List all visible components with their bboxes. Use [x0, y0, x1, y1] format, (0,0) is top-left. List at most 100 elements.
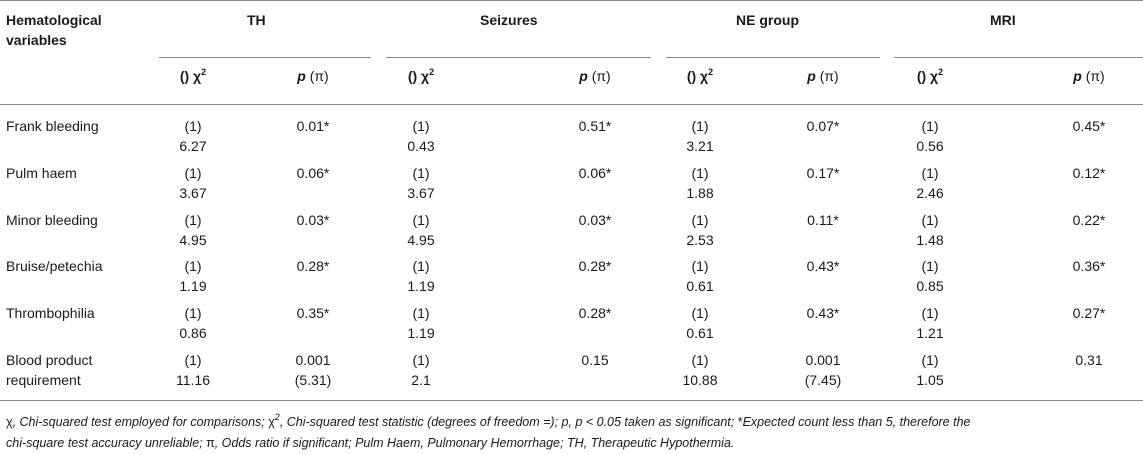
p-value-cell: 0.36*	[1072, 258, 1106, 274]
chi-square-cell: 3.67	[179, 185, 207, 201]
group-rule-seizures	[386, 57, 651, 58]
sub-header-p-value: p (π)	[807, 68, 839, 84]
sub-header-chi-square: () χ2	[179, 67, 207, 85]
chi-square-cell: (1)	[184, 165, 202, 181]
chi-square-cell: 1.05	[916, 372, 944, 388]
chi-square-cell: (1)	[184, 352, 202, 368]
chi-square-cell: (1)	[184, 118, 202, 134]
pi-symbol: π	[206, 436, 215, 450]
table-footnote: χ, Chi-squared test employed for compari…	[6, 412, 971, 451]
group-header-seizures: Seizures	[480, 12, 538, 28]
row-label: requirement	[6, 372, 81, 388]
chi-square-cell: 4.95	[179, 232, 207, 248]
chi-square-cell: 2.53	[686, 232, 714, 248]
chi-square-cell: 3.67	[407, 185, 435, 201]
chi-square-cell: 1.19	[179, 278, 207, 294]
table-top-rule	[0, 0, 1143, 1]
chi-square-cell: (1)	[184, 305, 202, 321]
sub-header-chi-square: () χ2	[916, 67, 944, 85]
chi-square-cell: 4.95	[407, 232, 435, 248]
chi-square-cell: (1)	[921, 212, 939, 228]
row-label: Pulm haem	[6, 165, 77, 181]
chi-square-cell: 1.48	[916, 232, 944, 248]
chi-square-cell: 0.56	[916, 138, 944, 154]
p-value-cell: 0.03*	[578, 212, 612, 228]
row-label: Thrombophilia	[6, 305, 95, 321]
sub-header-chi-square: () χ2	[407, 67, 435, 85]
p-value-cell: (7.45)	[804, 372, 842, 388]
chi-square-cell: (1)	[691, 118, 709, 134]
chi-square-cell: (1)	[412, 118, 430, 134]
p-value-cell: 0.12*	[1072, 165, 1106, 181]
chi-square-cell: (1)	[412, 212, 430, 228]
chi-square-cell: 1.19	[407, 325, 435, 341]
chi-square-cell: 2.1	[411, 372, 431, 388]
sub-header-p-value: p (π)	[297, 68, 329, 84]
p-value-cell: (5.31)	[294, 372, 332, 388]
p-value-cell: 0.31	[1075, 352, 1103, 368]
p-value-cell: 0.11*	[807, 212, 839, 228]
chi-symbol: χ	[6, 415, 13, 429]
chi-square-cell: 10.88	[682, 372, 718, 388]
table-bottom-rule	[0, 400, 1143, 401]
chi-square-cell: (1)	[921, 305, 939, 321]
chi-square-cell: 11.16	[176, 372, 210, 388]
chi-square-cell: (1)	[921, 258, 939, 274]
p-value-cell: 0.43*	[806, 305, 840, 321]
header-bottom-rule	[0, 104, 1143, 105]
group-rule-mri	[894, 57, 1143, 58]
group-header-ne-group: NE group	[736, 12, 799, 28]
group-header-mri: MRI	[990, 12, 1016, 28]
chi-square-cell: (1)	[412, 258, 430, 274]
p-value-cell: 0.43*	[806, 258, 840, 274]
p-value-cell: 0.51*	[578, 118, 612, 134]
chi-square-cell: 0.61	[686, 278, 714, 294]
chi-square-cell: 6.27	[179, 138, 207, 154]
p-value-cell: 0.001	[295, 352, 331, 368]
p-value-cell: 0.06*	[578, 165, 612, 181]
p-value-cell: 0.03*	[296, 212, 330, 228]
chi-square-cell: (1)	[921, 165, 939, 181]
chi-square-cell: (1)	[691, 352, 709, 368]
chi-square-cell: (1)	[184, 258, 202, 274]
chi-square-cell: 0.43	[407, 138, 435, 154]
chi-square-cell: (1)	[412, 305, 430, 321]
p-value-cell: 0.15	[581, 352, 609, 368]
group-header-th: TH	[247, 12, 266, 28]
p-value-cell: 0.28*	[578, 258, 612, 274]
p-value-cell: 0.35*	[296, 305, 330, 321]
sub-header-p-value: p (π)	[579, 68, 611, 84]
row-header-label-line2: variables	[6, 32, 67, 48]
chi-square-cell: 0.61	[686, 325, 714, 341]
p-value-cell: 0.17*	[806, 165, 840, 181]
row-label: Blood product	[6, 352, 93, 368]
group-rule-th	[159, 57, 371, 58]
chi-square-cell: 1.19	[407, 278, 435, 294]
chi-square-cell: (1)	[412, 165, 430, 181]
p-value-cell: 0.22*	[1072, 212, 1106, 228]
row-header-label: Hematological	[6, 12, 102, 28]
p-value-cell: 0.01*	[296, 118, 330, 134]
chi-square-cell: (1)	[921, 118, 939, 134]
chi-square-cell: 0.86	[179, 325, 207, 341]
chi-square-cell: 0.85	[916, 278, 944, 294]
p-value-cell: 0.001	[805, 352, 841, 368]
sub-header-chi-square: () χ2	[686, 67, 714, 85]
chi-square-cell: (1)	[691, 258, 709, 274]
row-label: Bruise/petechia	[6, 258, 103, 274]
sub-header-p-value: p (π)	[1073, 68, 1105, 84]
p-value-cell: 0.07*	[806, 118, 840, 134]
chi-square-cell: (1)	[184, 212, 202, 228]
p-value-cell: 0.06*	[296, 165, 330, 181]
chi-square-cell: 2.46	[916, 185, 944, 201]
chi-square-cell: (1)	[691, 165, 709, 181]
p-value-cell: 0.28*	[578, 305, 612, 321]
chi-square-cell: (1)	[691, 212, 709, 228]
p-value-cell: 0.28*	[296, 258, 330, 274]
chi-square-cell: 1.88	[686, 185, 714, 201]
chi-square-cell: (1)	[921, 352, 939, 368]
row-label: Minor bleeding	[6, 212, 98, 228]
chi-square-cell: 3.21	[686, 138, 714, 154]
chi-square-cell: (1)	[412, 352, 430, 368]
group-rule-ne-group	[666, 57, 880, 58]
